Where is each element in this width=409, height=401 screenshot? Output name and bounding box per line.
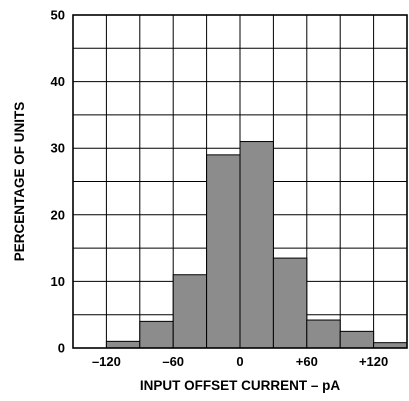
x-tick-label: –120 bbox=[92, 354, 121, 369]
x-axis-label: INPUT OFFSET CURRENT – pA bbox=[140, 378, 341, 393]
y-tick-label: 50 bbox=[51, 8, 65, 23]
y-axis-label: PERCENTAGE OF UNITS bbox=[12, 102, 27, 262]
histogram-bar bbox=[206, 154, 241, 349]
y-tick-label: 20 bbox=[51, 207, 65, 222]
x-tick-label: +120 bbox=[359, 354, 388, 369]
x-tick-label: 0 bbox=[236, 354, 243, 369]
x-tick-label: –60 bbox=[162, 354, 184, 369]
x-tick-label: +60 bbox=[296, 354, 318, 369]
histogram-bars bbox=[105, 141, 408, 349]
y-tick-label: 30 bbox=[51, 141, 65, 156]
histogram-bar bbox=[139, 320, 174, 349]
histogram-bar bbox=[306, 319, 341, 349]
histogram-bar bbox=[339, 330, 375, 349]
x-axis-ticks: –120 –60 0 +60 +120 bbox=[92, 354, 388, 369]
y-tick-label: 0 bbox=[58, 341, 65, 356]
histogram-bar bbox=[172, 274, 208, 349]
y-tick-label: 40 bbox=[51, 74, 65, 89]
histogram-bar bbox=[239, 141, 274, 349]
y-axis-ticks: 0 10 20 30 40 50 bbox=[51, 8, 65, 356]
y-tick-label: 10 bbox=[51, 274, 65, 289]
histogram-bar bbox=[272, 257, 308, 349]
plot-frame bbox=[72, 14, 408, 349]
histogram-bar bbox=[105, 340, 141, 349]
